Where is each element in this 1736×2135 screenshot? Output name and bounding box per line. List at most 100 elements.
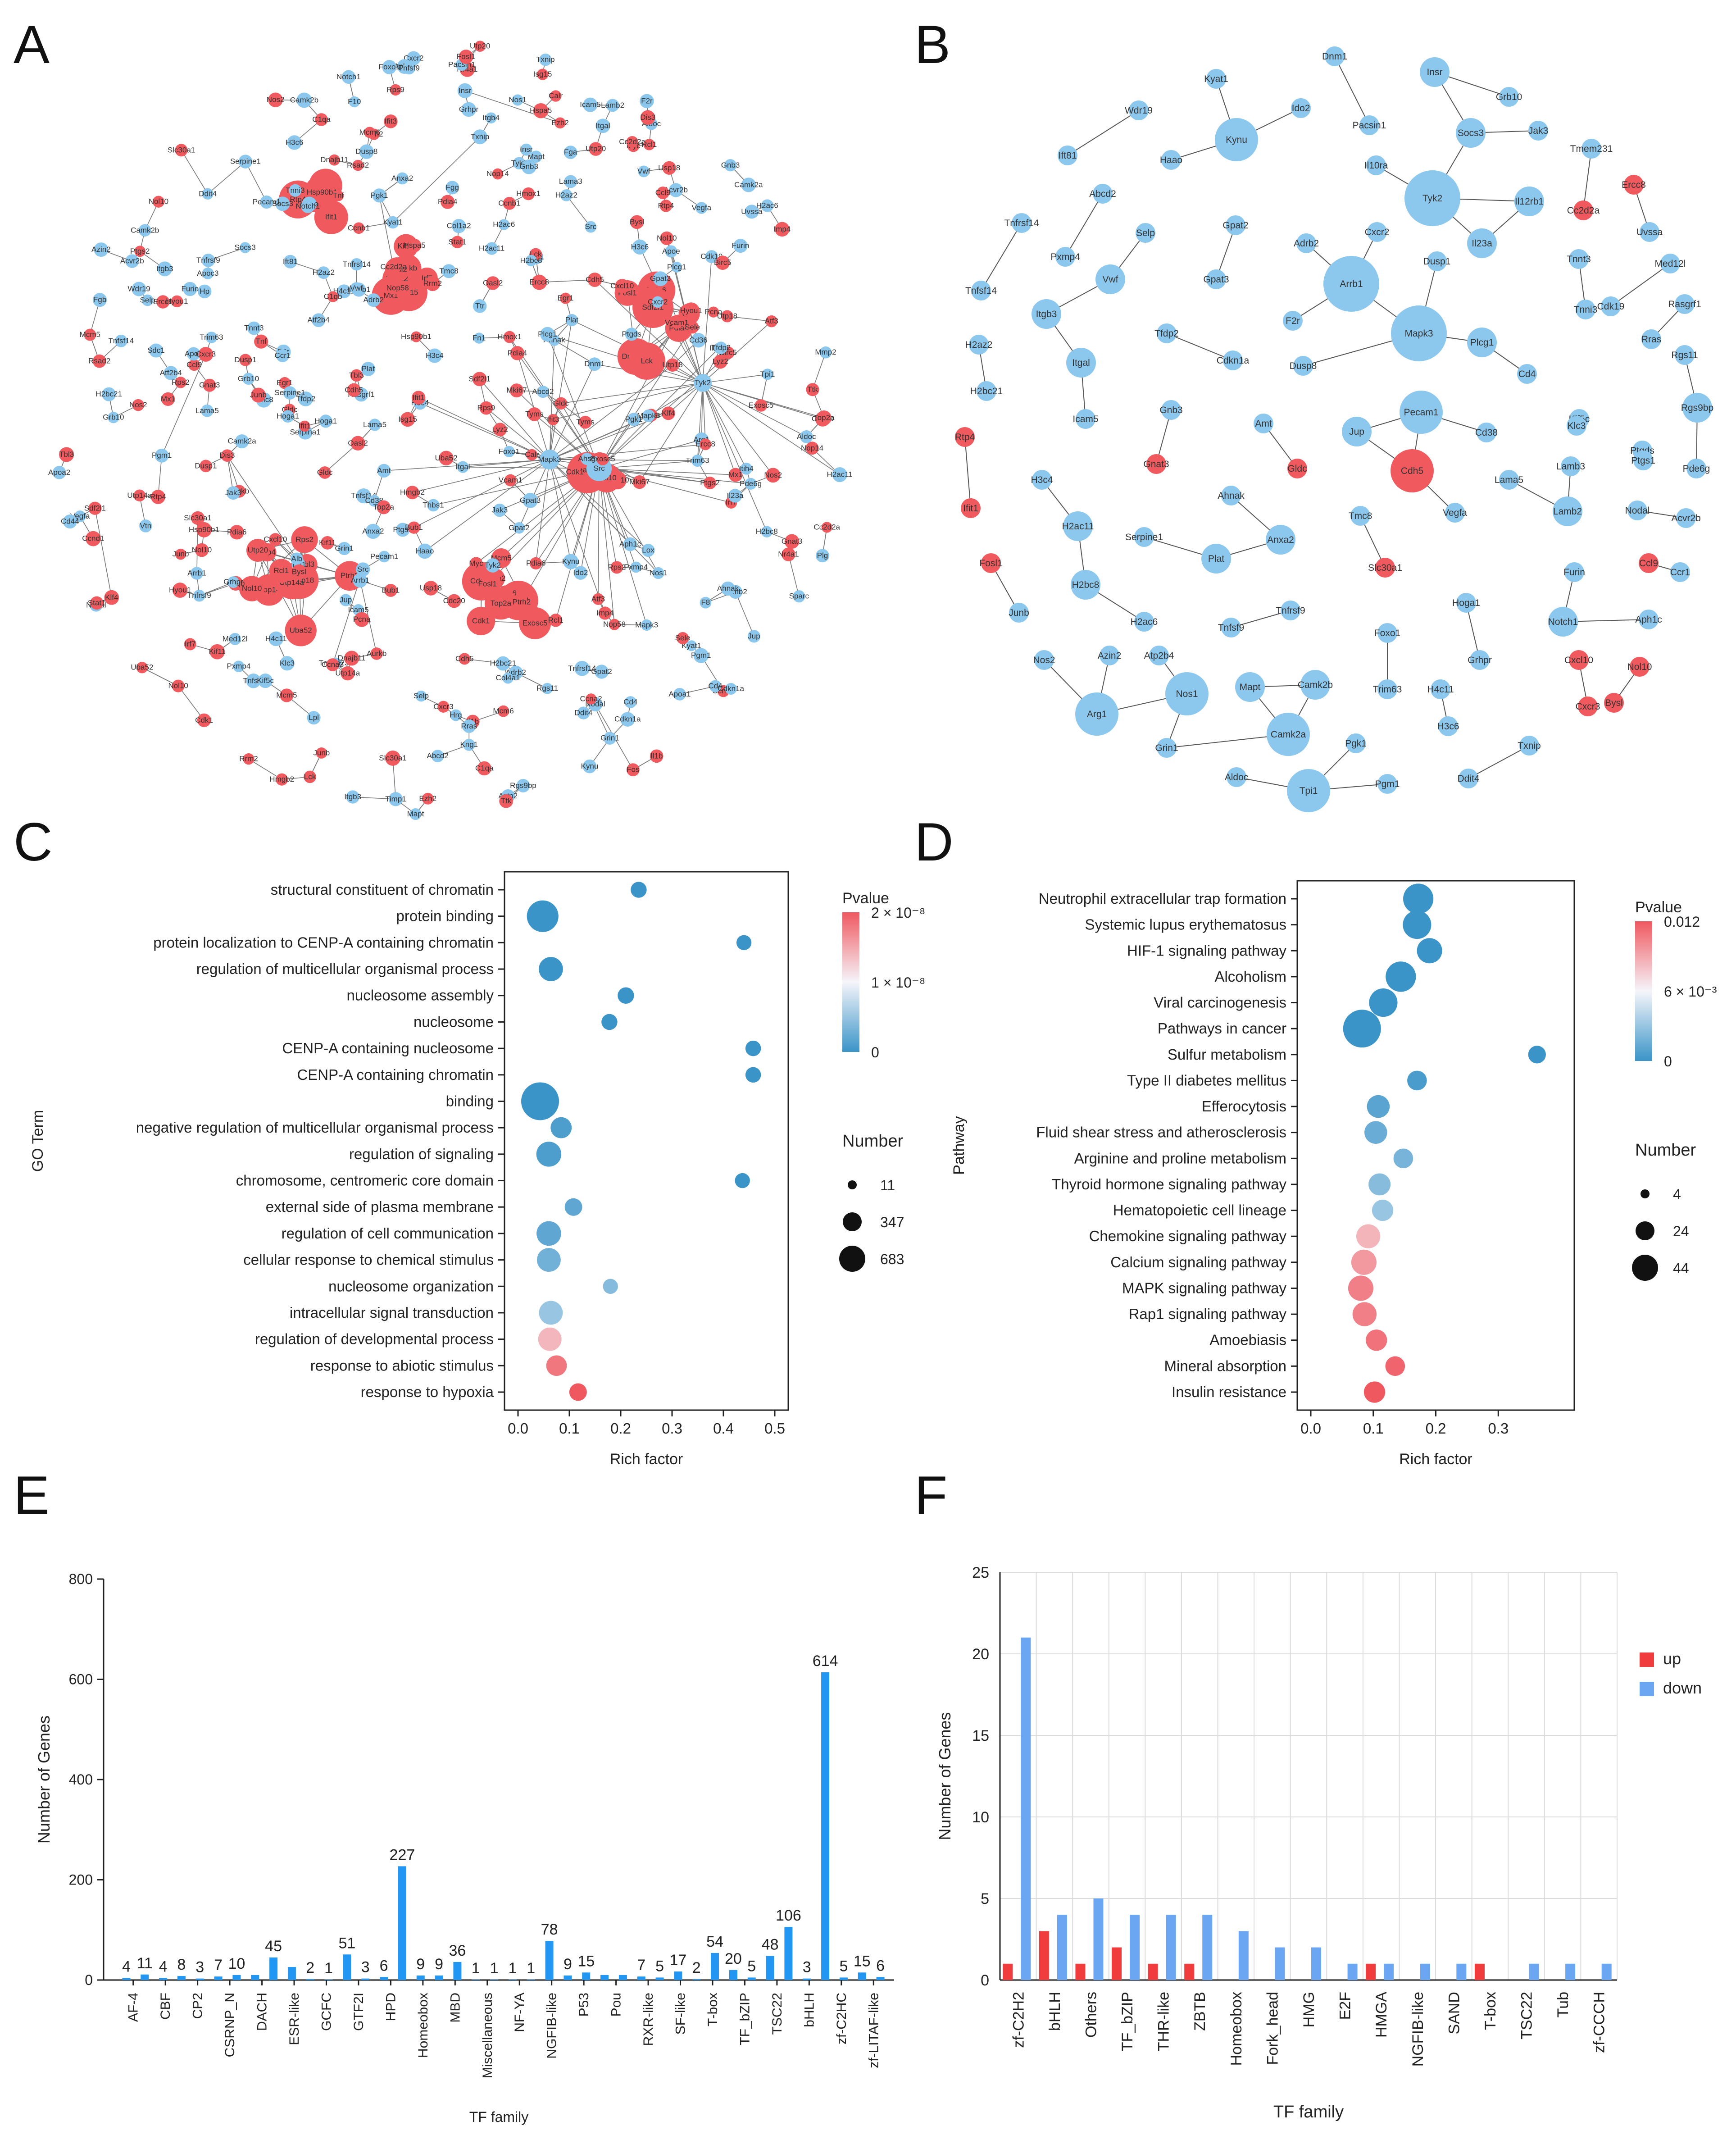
- node-label: Pacsin1: [1353, 120, 1386, 131]
- node-down: [149, 343, 163, 358]
- network-node: Atp2b4: [1144, 646, 1174, 665]
- network-node: Tnfsf9: [1218, 618, 1244, 637]
- dot-mark: [618, 987, 634, 1004]
- network-node: Camk2b: [1298, 670, 1333, 700]
- dot-mark: [735, 1173, 750, 1188]
- node-label: Serpine1: [1125, 532, 1163, 542]
- node-down: [276, 349, 290, 362]
- y-tick-label: HIF-1 signaling pathway: [1127, 942, 1287, 959]
- node-down: [382, 60, 397, 74]
- node-down: [473, 332, 485, 344]
- node-label: H2bc8: [1072, 580, 1100, 590]
- network-node: Imp4: [596, 606, 614, 620]
- node-down: [183, 282, 197, 296]
- network-a-nodes: Uba52Rps9Nop58Ptrh2Nop14Rps2Nol10ByslTbl…: [48, 41, 853, 820]
- node-label: Junb: [1009, 608, 1029, 618]
- dot-mark: [1356, 1224, 1381, 1248]
- y-tick-label: MAPK signaling pathway: [1122, 1279, 1287, 1296]
- node-label: Ttk: [807, 385, 818, 394]
- y-tick-label: regulation of multicellular organismal p…: [196, 961, 494, 977]
- bar-down: [1093, 1898, 1104, 1980]
- x-tick-label: CP2: [191, 1993, 205, 2019]
- node-label: Pdia4: [438, 197, 457, 206]
- network-node: Atf2b4: [308, 313, 330, 328]
- network-node: Pde6g: [1683, 459, 1710, 478]
- node-up: [268, 92, 283, 107]
- node-down: [641, 619, 653, 631]
- network-node: Itgal: [455, 461, 470, 473]
- node-label: Foxo1: [499, 447, 520, 455]
- node-down: [705, 250, 718, 263]
- x-tick-label: CSRNP_N: [223, 1993, 237, 2057]
- bar-up: [1148, 1963, 1158, 1980]
- node-down: [388, 792, 403, 806]
- network-node: Ccl9: [655, 187, 671, 200]
- node-label: Anxa2: [362, 527, 384, 535]
- node-down: [1093, 184, 1113, 204]
- y-tick-label: Sulfur metabolism: [1168, 1046, 1286, 1063]
- network-edge: [599, 439, 702, 469]
- node-label: Fosl1: [478, 580, 497, 588]
- network-node: Col4a1: [496, 672, 520, 684]
- node-label: Dnajb11: [338, 654, 366, 662]
- size-legend-title: Number: [1635, 1141, 1696, 1160]
- network-node: Mcm6: [359, 127, 380, 138]
- node-label: Txnip: [471, 132, 490, 141]
- network-edge: [518, 459, 550, 528]
- network-node: Pxmp4: [227, 660, 250, 672]
- node-up: [559, 292, 571, 304]
- node-label: Lck: [304, 772, 316, 781]
- node-label: Ifit1: [299, 422, 311, 430]
- node-label: Ttr: [475, 301, 485, 310]
- node-label: Hmox1: [497, 332, 522, 341]
- node-label: Jup: [340, 596, 352, 604]
- network-edge: [702, 382, 736, 475]
- network-node: Ahsg: [578, 453, 595, 465]
- network-node: Tnf: [254, 334, 268, 349]
- node-label: Cxcl10: [610, 282, 634, 290]
- node-up: [806, 383, 819, 396]
- node-down: [229, 633, 241, 645]
- node-up: [209, 644, 225, 660]
- data-label: 106: [776, 1907, 801, 1924]
- node-label: Src: [593, 464, 605, 473]
- node-label: Ercc8: [153, 297, 173, 306]
- node-down: [1215, 118, 1258, 161]
- bar-down: [1021, 1637, 1031, 1980]
- node-label: Cdkn1a: [718, 684, 744, 693]
- x-tick-label: NGFIB-like: [545, 1993, 559, 2059]
- node-down: [301, 200, 315, 214]
- node-label: H2ac6: [1131, 617, 1158, 627]
- bar-mark: [858, 1972, 866, 1980]
- dot-mark: [631, 882, 647, 898]
- y-tick-label: response to abiotic stimulus: [310, 1357, 494, 1374]
- node-down: [1467, 228, 1497, 258]
- node-down: [620, 712, 635, 727]
- network-node: Tnfrsf9: [1276, 601, 1305, 620]
- node-up: [229, 525, 244, 540]
- network-node: Arrb1: [351, 573, 369, 588]
- x-tick-label: GTF2I: [351, 1993, 366, 2031]
- network-node: Lyz2: [713, 355, 728, 369]
- node-label: Acvr2b: [120, 257, 144, 265]
- network-node: Dis3: [640, 110, 655, 125]
- node-label: C1qb: [324, 292, 342, 301]
- y-tick-label: response to hypoxia: [361, 1384, 494, 1400]
- node-label: Atf3: [591, 595, 605, 603]
- y-tick-label: Viral carcinogenesis: [1154, 994, 1286, 1011]
- x-tick-label: 0.1: [559, 1420, 580, 1437]
- network-node: Wdr19: [127, 282, 150, 296]
- network-node: Bub1: [405, 521, 423, 534]
- node-label: H3c4: [1031, 475, 1053, 485]
- network-node: Usp18: [658, 161, 680, 175]
- node-up: [493, 423, 507, 437]
- network-node: Cdkn1a: [614, 712, 641, 727]
- color-legend-tick: 0: [1664, 1053, 1672, 1070]
- node-down: [800, 430, 813, 443]
- node-up: [469, 557, 483, 570]
- node-label: Pgk1: [625, 415, 643, 423]
- node-label: Ddit4: [1457, 774, 1479, 784]
- network-edge: [1065, 193, 1103, 257]
- network-node: Gldc: [1287, 459, 1307, 478]
- node-down: [485, 242, 498, 255]
